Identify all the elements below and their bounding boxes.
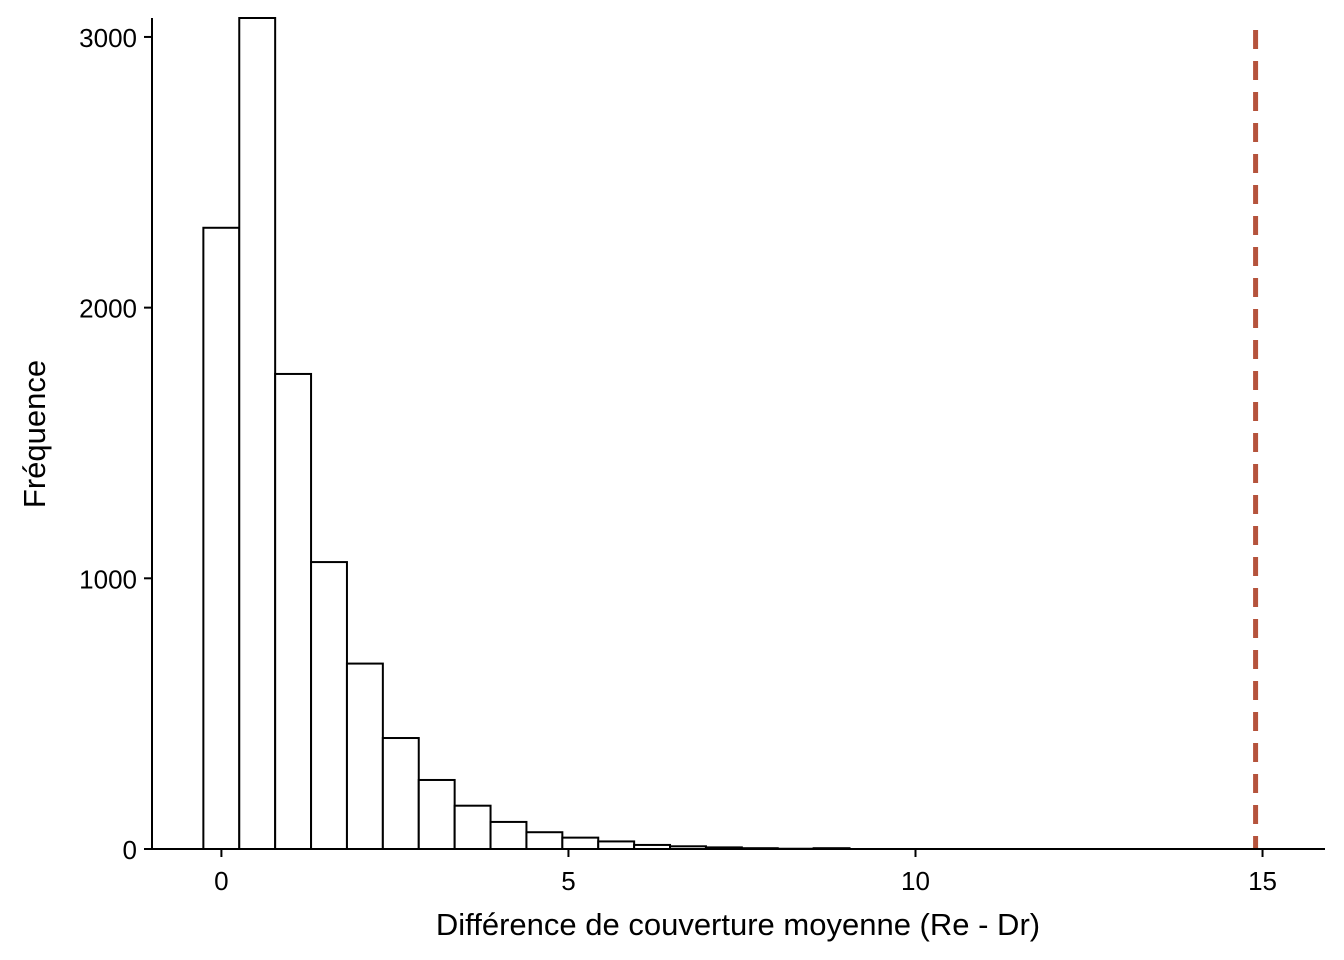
histogram-bar — [238, 17, 277, 850]
histogram-bar — [597, 840, 636, 850]
histogram-bar — [345, 662, 384, 850]
y-tick-label: 2000 — [79, 294, 137, 324]
histogram-bar — [381, 737, 420, 850]
y-axis-title: Fréquence — [17, 360, 52, 508]
histogram-bar — [274, 372, 313, 850]
y-tick-label: 3000 — [79, 23, 137, 53]
x-tick-label: 5 — [561, 866, 575, 896]
histogram-bar — [310, 561, 348, 850]
x-tick-label: 10 — [901, 866, 930, 896]
x-tick-label: 15 — [1248, 866, 1277, 896]
x-tick-label: 0 — [214, 866, 228, 896]
x-axis-title: Différence de couverture moyenne (Re - D… — [436, 907, 1040, 942]
histogram-bar — [561, 836, 600, 851]
histogram-bar — [202, 226, 241, 850]
histogram-bar — [525, 831, 564, 850]
y-axis: 0 1000 2000 3000 — [79, 18, 153, 865]
histogram-bar — [417, 778, 456, 851]
x-axis: 0 5 10 15 — [152, 848, 1325, 896]
y-tick-label: 0 — [123, 835, 137, 865]
histogram-bar — [453, 804, 492, 850]
histogram-bars — [202, 17, 851, 851]
histogram-bar — [489, 820, 528, 850]
y-tick-label: 1000 — [79, 564, 137, 594]
